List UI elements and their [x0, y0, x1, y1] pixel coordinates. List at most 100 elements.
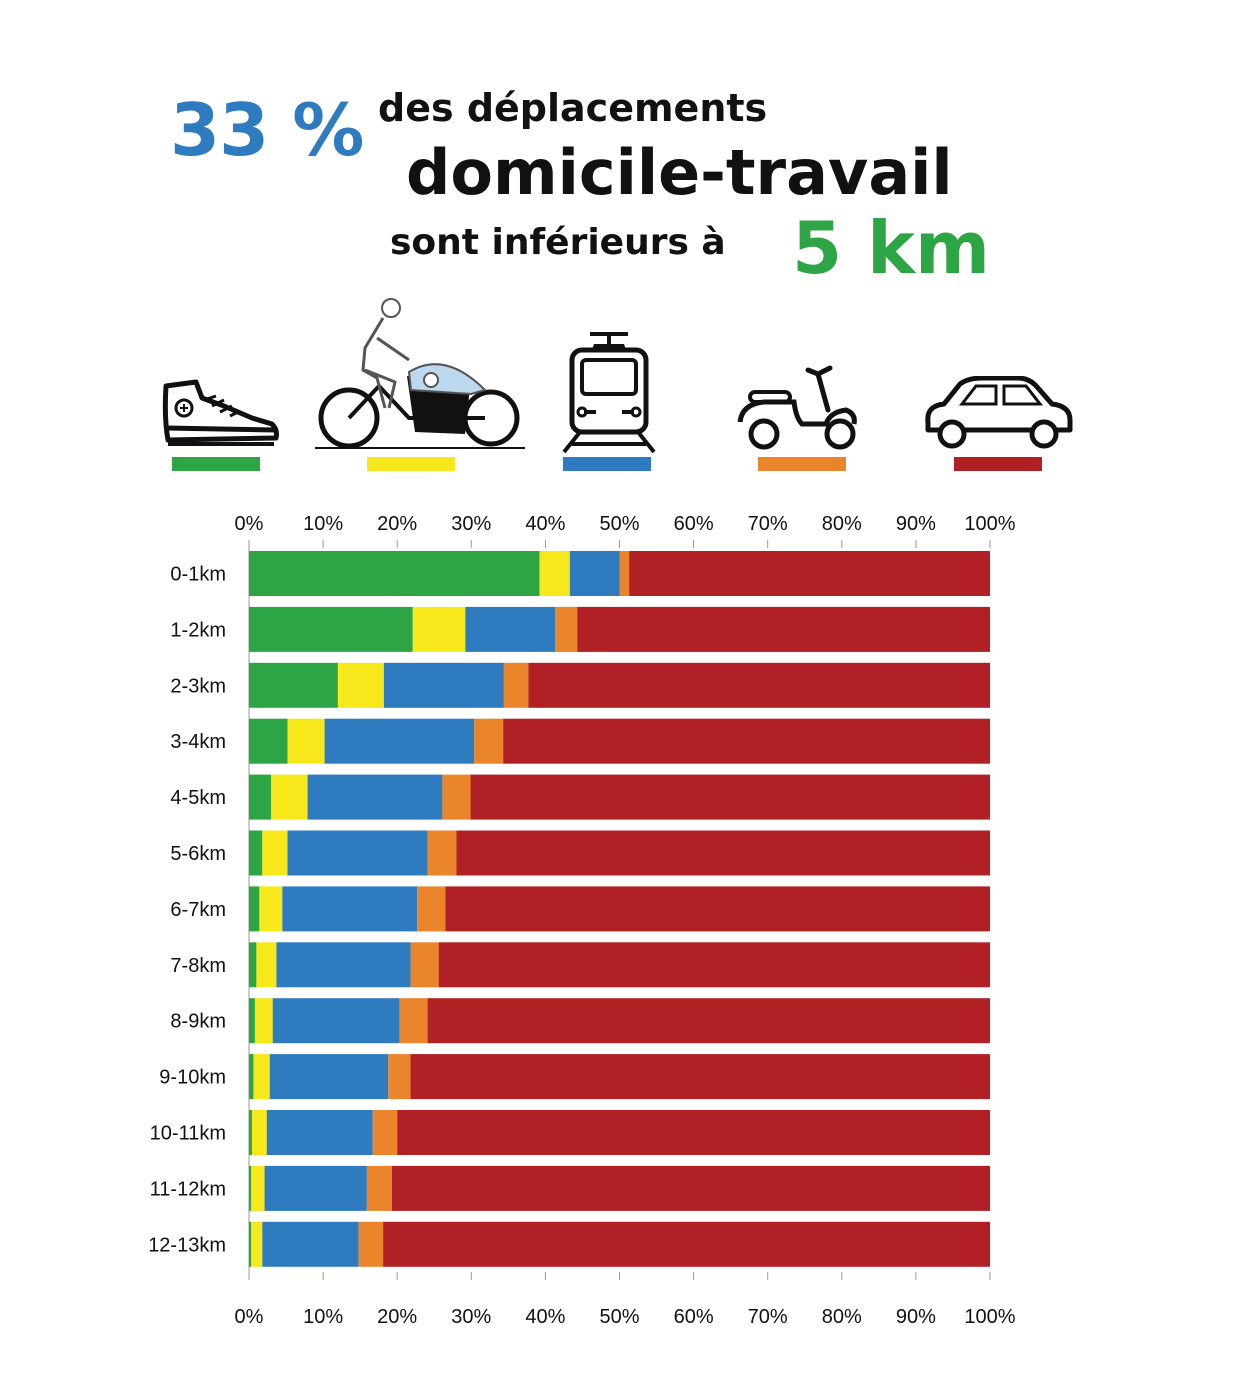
- headline-percent: 33 %: [170, 88, 364, 172]
- bar-segment: [276, 942, 411, 988]
- bar-segment: [577, 606, 990, 652]
- bar-segment: [287, 830, 428, 876]
- top-tick-label: 60%: [674, 513, 714, 535]
- legend-swatch-two-wheeler: [758, 457, 846, 471]
- top-axis: 0% 10% 20% 30% 40% 50% 60% 70% 80% 90% 100%: [235, 513, 1016, 535]
- top-tick-label: 0%: [235, 513, 264, 535]
- bar-segment: [307, 774, 443, 820]
- legend-swatch-bike: [367, 457, 455, 471]
- category-label: 12-13km: [148, 1234, 226, 1256]
- category-labels: 0-1km 1-2km 2-3km 3-4km 4-5km 5-6km 6-7km 7-8km…: [148, 564, 226, 1257]
- bar-segment: [358, 1221, 384, 1267]
- bar-segment: [366, 1165, 393, 1211]
- bar-segment: [259, 886, 283, 932]
- bar-segment: [410, 1054, 991, 1100]
- bottom-tick-label: 40%: [525, 1306, 565, 1328]
- category-label: 9-10km: [159, 1067, 226, 1089]
- bar-segment: [629, 551, 990, 596]
- bar-segment: [445, 886, 990, 932]
- bar-segment: [465, 606, 556, 652]
- tram-icon: [560, 330, 658, 454]
- legend-swatch-walk: [172, 457, 260, 471]
- bar-segment: [337, 662, 384, 708]
- bottom-tick-label: 20%: [377, 1306, 417, 1328]
- bar-segment: [253, 1054, 270, 1100]
- bottom-tick-label: 100%: [964, 1306, 1015, 1328]
- bar-segment: [438, 942, 990, 988]
- bar-segment: [249, 998, 255, 1044]
- bar-segment: [539, 551, 570, 596]
- bar-segment: [427, 830, 457, 876]
- bar-segment: [249, 886, 260, 932]
- bar-segment: [474, 718, 504, 764]
- bar-segment: [383, 662, 504, 708]
- bottom-tick-label: 70%: [748, 1306, 788, 1328]
- sneaker-icon: [160, 378, 282, 450]
- headline-line-1: des déplacements: [378, 86, 768, 130]
- category-label: 6-7km: [170, 899, 226, 921]
- cargo-bike-icon: [315, 298, 525, 450]
- bar-segment: [412, 606, 466, 652]
- bar-segment: [569, 551, 620, 596]
- bottom-tick-label: 60%: [674, 1306, 714, 1328]
- bar-segment: [555, 606, 578, 652]
- bar-segment: [262, 1221, 359, 1267]
- bar-segment: [249, 606, 413, 652]
- scooter-icon: [736, 362, 860, 452]
- bar-segment: [251, 1165, 265, 1211]
- category-label: 4-5km: [170, 787, 226, 809]
- bar-segment: [399, 998, 428, 1044]
- bar-segment: [249, 942, 257, 988]
- top-tick-label: 90%: [896, 513, 936, 535]
- bar-segment: [619, 551, 630, 596]
- bar-segment: [271, 774, 308, 820]
- category-label: 3-4km: [170, 731, 226, 753]
- top-tick-label: 70%: [748, 513, 788, 535]
- bar-segment: [272, 998, 400, 1044]
- bottom-tick-label: 30%: [451, 1306, 491, 1328]
- bar-segment: [287, 718, 325, 764]
- bar-segment: [264, 1165, 367, 1211]
- bar-segment: [249, 830, 263, 876]
- bar-segment: [282, 886, 418, 932]
- bar-segment: [269, 1054, 389, 1100]
- bar-segment: [456, 830, 991, 876]
- bottom-tick-label: 50%: [599, 1306, 639, 1328]
- top-tick-label: 80%: [822, 513, 862, 535]
- bar-segment: [256, 942, 277, 988]
- bar-segment: [262, 830, 288, 876]
- category-label: 5-6km: [170, 843, 226, 865]
- bar-segment: [266, 1110, 373, 1155]
- bar-segment: [503, 662, 529, 708]
- bar-segment: [397, 1110, 990, 1155]
- bar-segment: [442, 774, 471, 820]
- bar-segment: [249, 1054, 254, 1100]
- bar-segment: [503, 718, 990, 764]
- bar-segment: [249, 718, 288, 764]
- bar-segment: [251, 1221, 263, 1267]
- bar-segment: [254, 998, 273, 1044]
- category-label: 0-1km: [170, 564, 226, 586]
- bottom-tick-label: 90%: [896, 1306, 936, 1328]
- bottom-tick-label: 0%: [235, 1306, 264, 1328]
- top-tick-label: 40%: [525, 513, 565, 535]
- legend-swatch-transit: [563, 457, 651, 471]
- category-label: 10-11km: [150, 1123, 226, 1145]
- top-tick-label: 100%: [964, 513, 1015, 535]
- bar-segment: [249, 662, 338, 708]
- bar-segment: [427, 998, 990, 1044]
- top-tick-label: 50%: [599, 513, 639, 535]
- headline-line-3: sont inférieurs à: [390, 222, 726, 263]
- category-label: 7-8km: [170, 955, 226, 977]
- bar-segment: [249, 551, 540, 596]
- category-label: 1-2km: [170, 619, 226, 641]
- headline-line-2: domicile-travail: [406, 136, 953, 209]
- bar-segment: [249, 1110, 252, 1155]
- category-label: 2-3km: [170, 675, 226, 697]
- bar-segment: [410, 942, 439, 988]
- bar-segment: [249, 1221, 252, 1267]
- bottom-tick-label: 10%: [303, 1306, 343, 1328]
- bar-segment: [249, 1165, 252, 1211]
- bar-segment: [470, 774, 991, 820]
